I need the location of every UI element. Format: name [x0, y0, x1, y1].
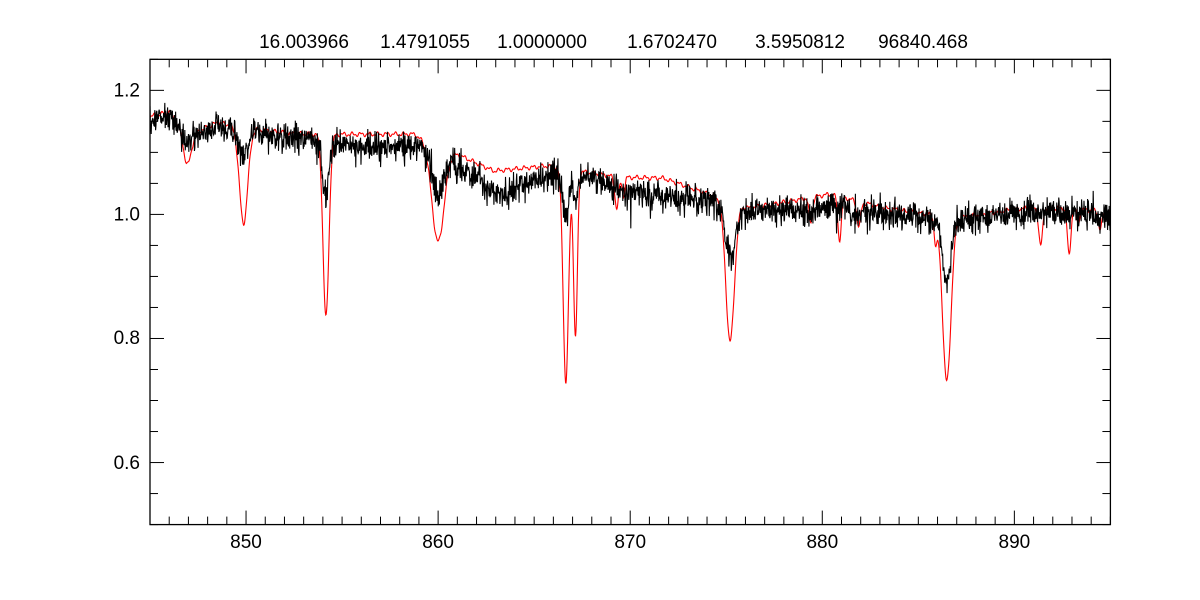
svg-text:0.6: 0.6 — [114, 453, 140, 474]
svg-text:0.8: 0.8 — [114, 328, 140, 349]
svg-text:870: 870 — [614, 532, 646, 553]
svg-text:16.003966: 16.003966 — [259, 32, 349, 53]
svg-text:1.0: 1.0 — [114, 205, 140, 226]
svg-text:1.0000000: 1.0000000 — [497, 32, 587, 53]
svg-text:850: 850 — [230, 532, 262, 553]
svg-text:96840.468: 96840.468 — [878, 32, 968, 53]
svg-text:1.2: 1.2 — [114, 81, 140, 102]
svg-text:3.5950812: 3.5950812 — [755, 32, 845, 53]
svg-text:860: 860 — [422, 532, 454, 553]
svg-text:880: 880 — [806, 532, 838, 553]
svg-text:890: 890 — [999, 532, 1031, 553]
svg-text:1.4791055: 1.4791055 — [380, 32, 470, 53]
svg-text:1.6702470: 1.6702470 — [627, 32, 717, 53]
